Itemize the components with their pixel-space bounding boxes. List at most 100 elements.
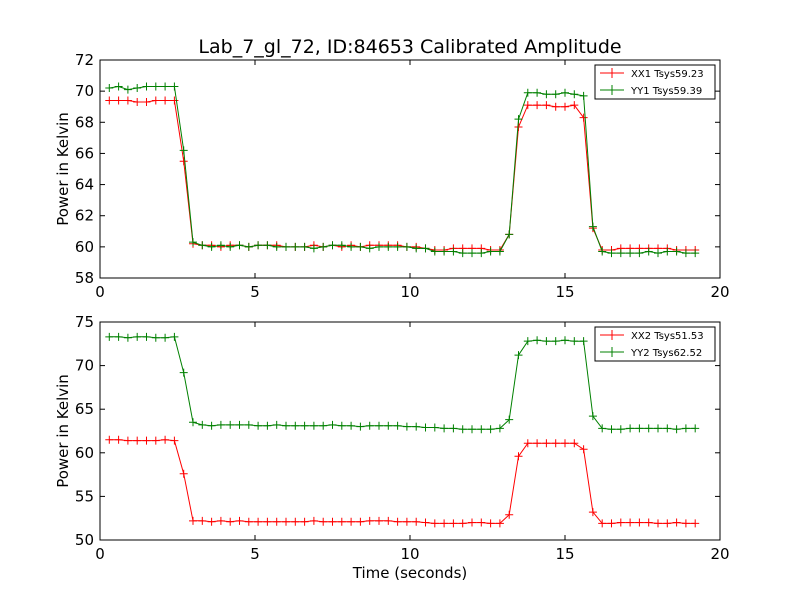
bottom-data-point-xx2 [244,517,253,526]
top-data-point-yy1 [691,249,700,258]
top-data-point-xx1 [133,98,142,107]
bottom-data-point-xx2 [161,435,170,444]
bottom-data-point-yy2 [635,424,644,433]
top-data-point-yy1 [123,85,132,94]
bottom-data-point-yy2 [282,421,290,430]
top-data-point-yy1 [412,244,421,253]
bottom-legend-entry-yy2: YY2 Tsys62.52 [600,347,702,359]
bottom-data-point-yy2 [207,421,216,430]
bottom-data-point-yy2 [449,424,458,433]
top-y-tick-label: 60 [75,238,94,256]
bottom-y-tick-label: 60 [75,444,94,462]
bottom-data-point-xx2 [347,517,356,526]
bottom-data-point-xx2 [542,439,551,448]
top-data-point-yy1 [142,82,151,91]
chart-title: Lab_7_gl_72, ID:84653 Calibrated Amplitu… [198,36,621,58]
bottom-data-point-yy2 [328,420,337,429]
bottom-data-point-yy2 [495,424,504,433]
bottom-data-point-xx2 [626,518,635,527]
top-y-tick-label: 62 [75,207,94,225]
bottom-data-point-xx2 [505,510,514,519]
top-data-point-xx1 [542,101,551,110]
top-data-point-yy1 [151,82,160,91]
top-data-point-yy1 [226,242,235,251]
bottom-data-point-yy2 [375,421,383,430]
bottom-data-point-xx2 [654,519,662,528]
bottom-legend: XX2 Tsys51.53 YY2 Tsys62.52 [594,326,716,362]
top-data-point-yy1 [458,249,467,258]
top-x-tick-label: 15 [555,283,574,301]
top-data-point-yy1 [170,82,179,91]
bottom-data-point-yy2 [226,420,235,429]
bottom-data-point-xx2 [468,518,476,527]
bottom-data-point-xx2 [105,435,114,444]
top-data-point-yy1 [375,242,383,251]
top-series-line-yy1 [109,85,696,254]
top-data-point-yy1 [588,222,597,231]
top-x-tick-label: 10 [400,283,419,301]
bottom-data-point-xx2 [114,435,123,444]
bottom-data-point-xx2 [691,519,700,528]
bottom-data-point-xx2 [319,517,328,526]
bottom-data-point-xx2 [579,445,588,454]
top-plot-series [105,82,700,258]
top-data-point-xx1 [114,96,123,105]
top-data-point-yy1 [654,249,662,258]
top-data-point-yy1 [365,244,374,253]
bottom-data-point-xx2 [328,517,337,526]
bottom-data-point-yy2 [272,420,281,429]
bottom-data-point-yy2 [365,421,374,430]
bottom-data-point-yy2 [216,420,225,429]
top-y-axis-label: Power in Kelvin [54,112,72,226]
top-data-point-xx1 [170,96,179,105]
bottom-data-point-xx2 [235,516,244,525]
top-legend-entry-yy1: YY1 Tsys59.39 [600,85,702,97]
bottom-data-point-yy2 [616,425,625,434]
bottom-data-point-xx2 [179,469,188,478]
bottom-data-point-xx2 [189,516,197,525]
bottom-data-point-xx2 [570,439,579,448]
bottom-data-point-yy2 [691,424,700,433]
bottom-data-point-xx2 [514,452,523,461]
bottom-data-point-xx2 [440,519,449,528]
bottom-data-point-xx2 [663,519,672,528]
top-data-point-xx1 [523,101,532,110]
bottom-data-point-xx2 [551,439,560,448]
bottom-data-point-yy2 [477,425,486,434]
bottom-data-point-xx2 [523,439,532,448]
bottom-axis-ticks: 0 5 10 15 20 50 55 60 65 70 75 [75,313,730,563]
bottom-data-point-yy2 [505,415,514,424]
top-data-point-yy1 [644,247,653,256]
top-data-point-yy1 [189,238,197,247]
bottom-legend-box [594,326,716,362]
bottom-data-point-yy2 [458,425,467,434]
top-data-point-xx1 [561,102,569,111]
bottom-data-point-yy2 [598,424,607,433]
bottom-data-point-yy2 [161,333,170,342]
top-data-point-yy1 [384,242,393,251]
bottom-data-point-xx2 [449,519,458,528]
bottom-data-point-xx2 [430,519,439,528]
bottom-x-tick-label: 15 [555,545,574,563]
bottom-x-tick-label: 10 [400,545,419,563]
bottom-data-point-xx2 [635,518,644,527]
top-data-point-yy1 [579,91,588,100]
bottom-x-tick-label: 0 [95,545,105,563]
bottom-data-point-yy2 [486,425,495,434]
bottom-legend-label-yy2: YY2 Tsys62.52 [630,348,702,359]
top-data-point-yy1 [114,82,123,91]
bottom-data-point-xx2 [412,517,421,526]
top-data-point-xx1 [551,102,560,111]
bottom-data-point-yy2 [189,418,197,427]
bottom-y-tick-label: 65 [75,400,94,418]
bottom-data-point-yy2 [198,420,207,429]
top-data-point-xx1 [105,96,114,105]
top-axis-ticks: 0 5 10 15 20 58 60 62 64 66 68 70 72 [75,51,730,301]
bottom-data-point-yy2 [263,421,272,430]
top-data-point-yy1 [235,241,244,250]
top-data-point-yy1 [133,84,142,93]
bottom-data-point-xx2 [291,517,300,526]
bottom-data-point-xx2 [533,439,542,448]
bottom-data-point-xx2 [254,517,263,526]
